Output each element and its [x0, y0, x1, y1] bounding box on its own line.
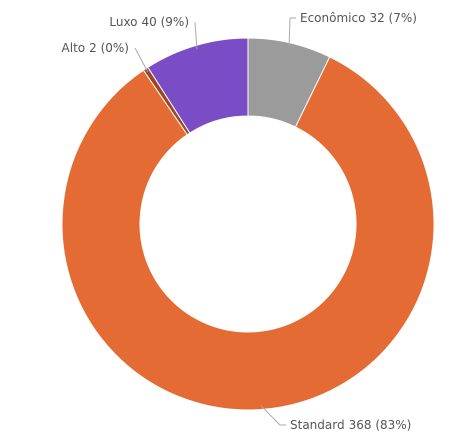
category-name: Alto — [62, 41, 86, 55]
data-label: Econômico 32 (7%) — [300, 11, 417, 25]
leader-line — [260, 405, 286, 426]
data-label: Standard 368 (83%) — [290, 418, 411, 432]
donut-slice — [61, 56, 435, 411]
leader-line — [288, 17, 296, 47]
leader-line — [134, 47, 149, 73]
leader-line — [194, 21, 198, 50]
value-label: 2 (0%) — [89, 41, 129, 55]
value-label: 368 (83%) — [349, 418, 412, 432]
value-label: 40 (9%) — [142, 15, 189, 29]
data-label: Alto 2 (0%) — [62, 41, 129, 55]
category-name: Standard — [290, 418, 345, 432]
value-label: 32 (7%) — [369, 11, 416, 25]
category-name: Luxo — [109, 15, 137, 29]
category-name: Econômico — [300, 11, 365, 25]
data-label: Luxo 40 (9%) — [109, 15, 189, 29]
donut-slice — [147, 37, 249, 134]
